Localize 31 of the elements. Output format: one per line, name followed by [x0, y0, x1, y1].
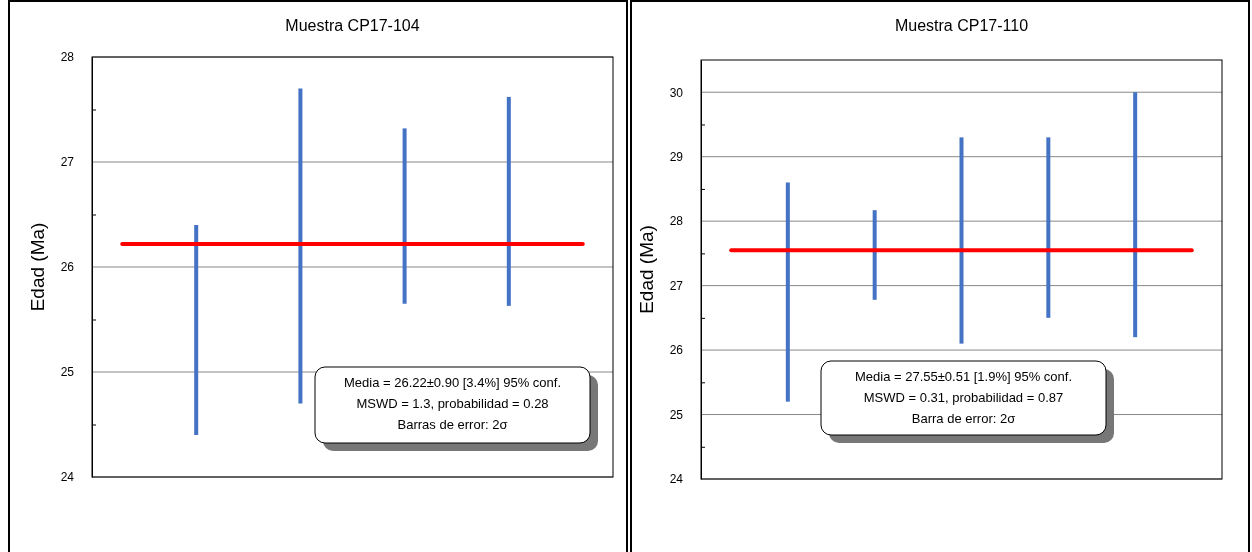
bar: [1046, 137, 1051, 318]
y-tick-label: 25: [669, 407, 684, 422]
bar: [785, 182, 790, 402]
y-tick-label: 26: [669, 343, 684, 358]
y-tick-label: 26: [60, 260, 75, 275]
annotation: MSWD = 0.31, probabilidad = 0.87: [863, 390, 1064, 405]
y-tick-label: 30: [669, 85, 684, 100]
y-tick-label: 27: [60, 155, 75, 170]
y-axis-title: Edad (Ma): [636, 225, 657, 314]
annotation: Barras de error: 2σ: [397, 417, 508, 432]
y-tick-label: 28: [669, 214, 684, 229]
bar: [506, 96, 511, 306]
y-axis-title: Edad (Ma): [27, 222, 48, 312]
y-tick-label: 28: [60, 50, 75, 65]
y-tick-label: 24: [60, 470, 75, 485]
annotation: Barra de error: 2σ: [911, 411, 1016, 426]
y-tick-label: 29: [669, 150, 684, 165]
y-tick-label: 27: [669, 278, 684, 293]
y-tick-label: 24: [669, 472, 684, 487]
chart-title: Muestra CP17-110: [894, 17, 1029, 34]
bar: [298, 88, 303, 404]
annotation: MSWD = 1.3, probabilidad = 0.28: [356, 396, 549, 411]
y-tick-label: 25: [60, 365, 75, 380]
bar: [1133, 92, 1138, 338]
bar: [402, 128, 407, 304]
annotation: Media = 26.22±0.90 [3.4%] 95% conf.: [343, 375, 562, 390]
chart-title: Muestra CP17-104: [285, 17, 420, 34]
bar: [872, 210, 877, 300]
annotation: Media = 27.55±0.51 [1.9%] 95% conf.: [854, 369, 1073, 384]
bar: [959, 137, 964, 344]
bar: [194, 225, 199, 435]
